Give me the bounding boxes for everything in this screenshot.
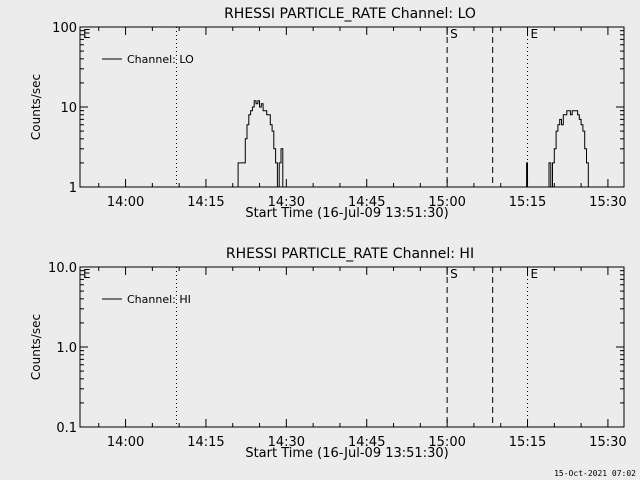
panel-1-x-tick-label: 14:30 xyxy=(268,195,305,210)
panel-1-x-tick-label: 15:30 xyxy=(589,195,626,210)
timestamp: 15-Oct-2021 07:02 xyxy=(554,469,636,478)
panel-2-y-tick-label: 0.1 xyxy=(56,421,77,436)
panel-1-x-tick-label: 15:15 xyxy=(509,195,546,210)
panel-2-legend-label: Channel: HI xyxy=(127,293,191,306)
panel-1-x-tick-label: 14:15 xyxy=(187,195,224,210)
panel-2-x-tick-label: 14:45 xyxy=(348,435,385,450)
panel-2-marker-label: S xyxy=(450,267,458,281)
panel-1-x-tick-label: 15:00 xyxy=(428,195,465,210)
panel-2-x-tick-label: 15:00 xyxy=(428,435,465,450)
panel-1-x-tick-label: 14:45 xyxy=(348,195,385,210)
panel-2-marker-label: E xyxy=(83,267,91,281)
panel-1-series-line xyxy=(525,162,528,188)
panel-2-x-tick-label: 14:00 xyxy=(107,435,144,450)
panel-1-series-line xyxy=(547,110,589,188)
panel-2-plot-frame xyxy=(79,266,625,428)
panel-1-y-tick-label: 100 xyxy=(52,21,77,36)
panel-2-y-tick-label: 10.0 xyxy=(48,261,77,276)
panel-1-legend-label: Channel: LO xyxy=(127,53,194,66)
panel-2-marker-label: E xyxy=(531,267,539,281)
panel-1-marker-label: E xyxy=(83,27,91,41)
panel-2-title: RHESSI PARTICLE_RATE Channel: HI xyxy=(226,246,474,262)
panel-1-series-line xyxy=(232,100,284,188)
panel-1-title: RHESSI PARTICLE_RATE Channel: LO xyxy=(224,6,476,22)
panel-1-y-axis-label: Counts/sec xyxy=(29,74,43,140)
panel-2-x-tick-label: 15:15 xyxy=(509,435,546,450)
panel-2-x-tick-label: 15:30 xyxy=(589,435,626,450)
panel-1-x-axis-label: Start Time (16-Jul-09 13:51:30) xyxy=(245,206,448,221)
panel-1-plot-frame xyxy=(79,26,625,188)
panel-2-x-tick-label: 14:15 xyxy=(187,435,224,450)
panel-2-y-axis-label: Counts/sec xyxy=(29,314,43,380)
panel-1-y-tick-label: 1 xyxy=(69,181,77,196)
panel-2-x-axis-label: Start Time (16-Jul-09 13:51:30) xyxy=(245,446,448,461)
panel-1-y-tick-label: 10 xyxy=(60,101,77,116)
panel-1-x-tick-label: 14:00 xyxy=(107,195,144,210)
panel-1-marker-label: E xyxy=(531,27,539,41)
panel-2-x-tick-label: 14:30 xyxy=(268,435,305,450)
panel-2-y-tick-label: 1.0 xyxy=(56,341,77,356)
panel-1-marker-label: S xyxy=(450,27,458,41)
